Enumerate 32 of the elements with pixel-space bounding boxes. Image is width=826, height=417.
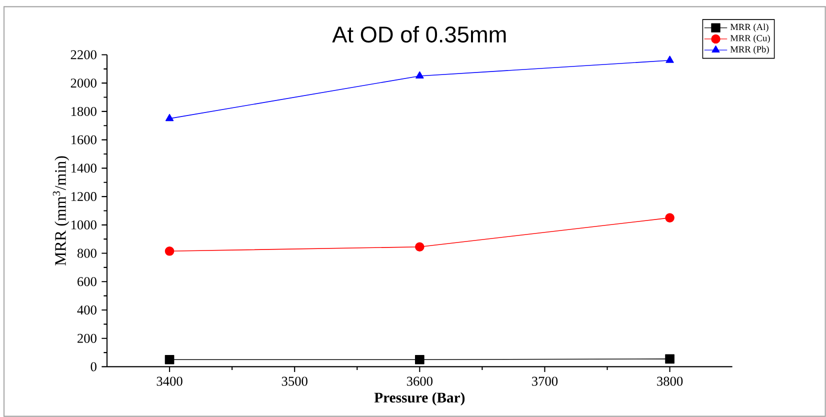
y-tick-label: 1400 [71,164,96,173]
point [415,354,424,364]
point [165,114,174,122]
point [665,213,674,222]
y-tick-label: 1600 [71,135,96,144]
legend-label: MRR (Al) [730,24,768,32]
y-tick-label: 1200 [71,192,96,202]
y-tick-label: 800 [77,248,96,258]
y-axis-title: MRR (mm$^{3}$/min) [52,156,70,266]
y-tick-label: 600 [78,277,96,286]
y-tick-label: 1000 [71,220,96,230]
x-tick-label: 3800 [657,376,683,386]
y-tick-label: 1800 [71,106,96,116]
legend-label: MRR (Pb) [730,46,769,54]
y-tick-label: 2000 [70,78,96,88]
x-tick-label: 3500 [282,376,308,386]
point [665,354,674,364]
point [666,56,674,63]
x-axis-title: Pressure (Bar) [374,392,465,406]
y-tick-label: 200 [78,334,96,343]
chart-title: At OD of 0.35mm [332,26,506,43]
point [415,242,424,252]
legend-label: MRR (Cu) [730,34,770,44]
point [164,246,174,256]
x-tick-label: 3700 [532,376,558,386]
y-tick-label: 2200 [70,50,96,60]
point [416,71,424,79]
x-tick-label: 3400 [156,376,182,386]
y-tick-label: 400 [77,305,96,314]
x-tick-label: 3600 [406,376,432,386]
y-tick-label: 0 [90,362,96,372]
point [164,354,174,364]
